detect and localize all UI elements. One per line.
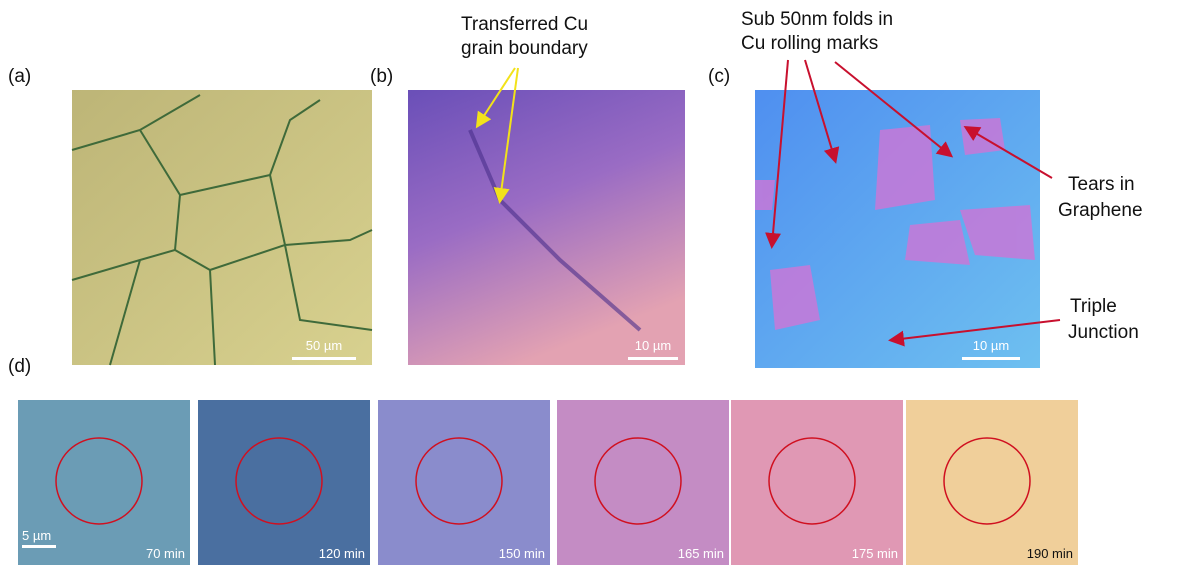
time-label: 175 min [852,546,898,561]
scale-label: 50 µm [306,338,342,353]
frame-image [198,400,370,565]
panel-label: (b) [370,66,393,87]
frame-image [906,400,1078,565]
time-label: 150 min [499,546,545,561]
figure: (a) (b) (c) (d) 50 µm 10 µm 10 µm Transf… [0,0,1179,565]
panel-label: (c) [708,66,730,87]
scale-bar [962,357,1020,360]
frame-image [557,400,729,565]
scale-label: 10 µm [973,338,1009,353]
frame-image [378,400,550,565]
scale-bar [22,545,56,548]
time-series: 70 min 120 min 150 min 165 min 175 min 190 mi… [18,400,1078,565]
scale-bar [292,357,356,360]
time-label: 70 min [146,546,185,561]
time-label: 165 min [678,546,724,561]
micrograph-b [408,90,685,365]
frame-image [731,400,903,565]
panel-label: (d) [8,356,31,377]
scale-label: 5 µm [22,528,51,543]
time-label: 120 min [319,546,365,561]
scale-label: 10 µm [635,338,671,353]
time-label: 190 min [1027,546,1073,561]
scale-bar [628,357,678,360]
panel-label: (a) [8,66,31,87]
